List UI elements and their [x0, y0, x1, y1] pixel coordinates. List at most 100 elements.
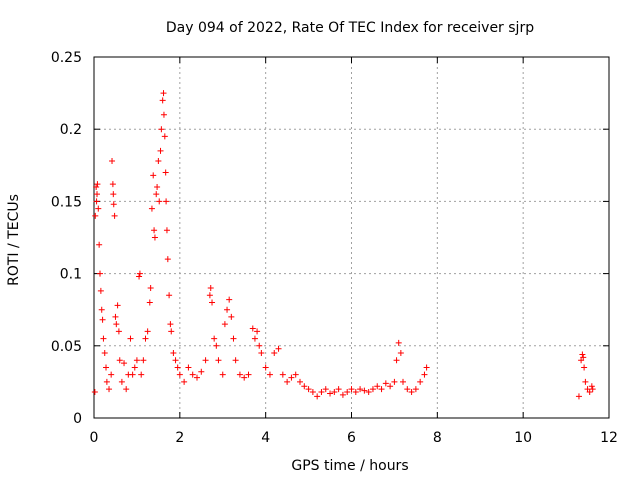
data-point [215, 357, 222, 364]
data-point [284, 378, 291, 385]
data-point [230, 335, 237, 342]
data-point [140, 357, 147, 364]
data-point [109, 157, 116, 164]
data-point [153, 191, 160, 198]
data-point [93, 198, 100, 205]
data-point [206, 292, 213, 299]
data-point [121, 360, 128, 367]
data-point [236, 371, 243, 378]
data-point [387, 383, 394, 390]
data-point [166, 292, 173, 299]
data-point [160, 90, 167, 97]
data-point [158, 126, 165, 133]
data-point [331, 389, 338, 396]
data-point [92, 212, 99, 219]
data-point [589, 386, 596, 393]
data-point [151, 227, 158, 234]
data-point [226, 296, 233, 303]
data-point [98, 306, 105, 313]
data-point [150, 172, 157, 179]
data-point [99, 316, 106, 323]
data-point [155, 157, 162, 164]
data-point [318, 389, 325, 396]
data-point [157, 147, 164, 154]
data-point [108, 371, 115, 378]
data-point [344, 389, 351, 396]
data-point [417, 378, 424, 385]
data-point [213, 342, 220, 349]
data-point [103, 378, 110, 385]
data-point [256, 342, 263, 349]
data-point [168, 328, 175, 335]
data-point [279, 371, 286, 378]
data-point [118, 378, 125, 385]
data-point [241, 374, 248, 381]
x-axis-label: GPS time / hours [291, 458, 408, 474]
data-point [106, 386, 113, 393]
data-point [115, 328, 122, 335]
y-axis-label: ROTI / TECUs [6, 194, 22, 286]
data-point [580, 354, 587, 361]
data-point [423, 364, 430, 371]
data-point [400, 378, 406, 385]
data-point [207, 285, 214, 292]
data-point [309, 389, 316, 396]
data-point [322, 386, 329, 393]
data-point [164, 256, 171, 263]
x-tick-label: 4 [261, 430, 270, 446]
data-point [575, 393, 582, 400]
data-point [393, 357, 400, 364]
data-point [266, 371, 273, 378]
data-point [378, 386, 385, 393]
data-point [228, 313, 235, 320]
data-point [160, 111, 167, 118]
data-point [148, 205, 155, 212]
y-tick-label: 0.1 [60, 267, 82, 283]
x-tick-label: 8 [433, 430, 442, 446]
data-point [292, 371, 299, 378]
data-point [288, 374, 295, 381]
data-point [154, 183, 161, 190]
data-point [172, 357, 179, 364]
data-point [275, 345, 282, 352]
x-tick-label: 0 [90, 430, 99, 446]
y-tick-label: 0.05 [51, 339, 82, 355]
data-point [352, 389, 359, 396]
data-point [111, 212, 118, 219]
data-point [357, 386, 364, 393]
data-point [327, 390, 334, 397]
data-point [582, 378, 589, 385]
data-point [251, 335, 258, 342]
x-tick-label: 2 [175, 430, 184, 446]
data-point [221, 321, 228, 328]
data-points [91, 90, 596, 400]
data-point [109, 181, 116, 188]
data-point [245, 371, 252, 378]
data-point [112, 313, 119, 320]
data-point [138, 371, 145, 378]
data-point [129, 371, 136, 378]
axis-ticks: 0 2 4 6 8 10 12 0 0.05 0.1 0.15 0.2 0.25 [51, 50, 618, 446]
data-point [365, 389, 372, 396]
y-tick-label: 0 [73, 411, 82, 427]
data-point [163, 227, 170, 234]
y-tick-label: 0.25 [51, 50, 82, 66]
data-point [395, 339, 402, 346]
data-point [97, 287, 104, 294]
data-point [249, 325, 256, 332]
data-point [382, 380, 389, 387]
data-point [144, 328, 151, 335]
chart-title: Day 094 of 2022, Rate Of TEC Index for r… [166, 20, 534, 36]
data-point [339, 391, 346, 398]
data-point [348, 386, 355, 393]
data-point [219, 371, 226, 378]
data-point [305, 386, 312, 393]
y-tick-label: 0.15 [51, 194, 82, 210]
data-point [114, 302, 121, 309]
data-point [91, 389, 98, 396]
data-point [123, 386, 130, 393]
data-point [176, 371, 183, 378]
x-tick-label: 6 [347, 430, 356, 446]
data-point [185, 364, 192, 371]
data-point [110, 191, 117, 198]
